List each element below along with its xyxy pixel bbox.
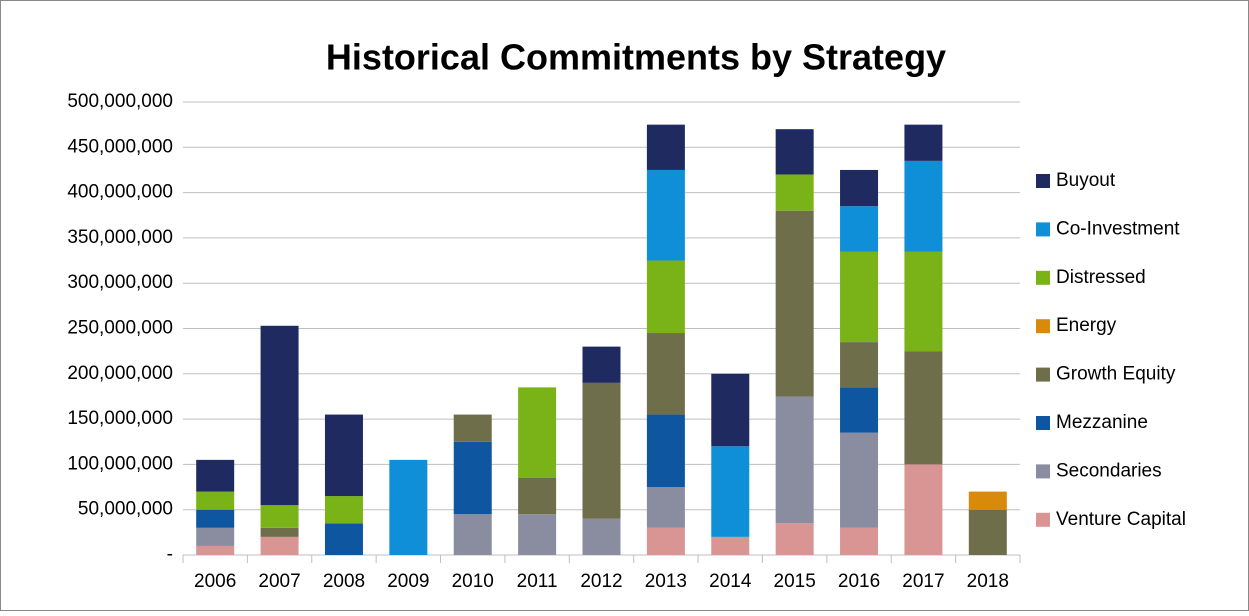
x-tick-label: 2010 [452,571,494,592]
legend-swatch [1036,270,1050,285]
bar-segment [646,487,685,528]
y-tick-label: - [167,544,173,565]
y-tick-label: 350,000,000 [67,227,173,248]
bar-segment [968,509,1007,555]
y-tick-label: 100,000,000 [67,453,173,474]
legend-label: Distressed [1056,267,1146,288]
bar-segment [968,491,1007,510]
bar-segment [518,387,557,478]
bar-segment [840,432,879,528]
x-tick-label: 2013 [645,571,687,592]
x-tick-label: 2014 [709,571,752,592]
bar-segment [518,477,557,515]
bar-segment [260,536,299,555]
bar-segment [840,387,879,433]
bar-segment [904,351,943,465]
bar-segment [260,527,299,537]
legend-label: Growth Equity [1056,364,1176,385]
x-tick-label: 2008 [323,571,365,592]
bar-segment [324,414,363,497]
bar-segment [840,206,879,252]
legend-label: Mezzanine [1056,412,1148,433]
bar-segment [389,459,428,555]
y-tick-label: 400,000,000 [67,182,173,203]
legend-swatch [1036,416,1050,430]
bar-segment [453,414,492,442]
y-tick-label: 450,000,000 [67,136,173,157]
y-tick-label: 500,000,000 [67,91,173,112]
bar-segment [840,169,879,207]
bar-segment [904,160,943,252]
bar-segment [646,333,685,415]
x-tick-label: 2018 [967,571,1009,592]
x-tick-label: 2017 [902,571,944,592]
legend-label: Energy [1056,315,1117,336]
bar-segment [775,523,814,555]
bar-segment [324,523,363,555]
bar-segment [260,505,299,528]
bar-segment [260,325,299,506]
bar-segment [775,174,814,211]
bar-segment [711,446,750,537]
bar-segment [646,124,685,170]
x-tick-label: 2016 [838,571,880,592]
bar-segment [904,124,943,161]
bar-segment [196,491,235,510]
legend-swatch [1036,512,1050,527]
legend-label: Venture Capital [1056,509,1186,530]
bar-segment [646,169,685,261]
bar-segment [904,464,943,555]
bar-segment [196,545,235,555]
y-tick-label: 300,000,000 [67,272,173,293]
legend-label: Buyout [1056,170,1116,191]
chart-title: Historical Commitments by Strategy [326,37,946,78]
legend-swatch [1036,319,1050,334]
bar-segment [711,536,750,555]
legend-swatch [1036,174,1050,188]
bar-segment [775,129,814,175]
bar-segment [518,514,557,555]
bar-segment [453,514,492,555]
bar-segment [646,527,685,555]
bar-segment [711,373,750,447]
x-tick-label: 2011 [517,571,558,592]
bar-segment [646,260,685,334]
bar-segment [840,342,879,388]
x-tick-label: 2006 [194,571,236,592]
x-tick-label: 2012 [580,571,622,592]
x-tick-label: 2007 [258,571,300,592]
y-tick-label: 250,000,000 [67,318,173,339]
legend-swatch [1036,222,1050,237]
bar-segment [775,210,814,397]
bar-segment [904,251,943,352]
legend-swatch [1036,464,1050,479]
y-tick-label: 150,000,000 [67,408,173,429]
bar-segment [582,518,621,555]
bar-segment [840,527,879,555]
bar-segment [196,509,235,528]
bar-segment [324,496,363,524]
bar-segment [453,441,492,515]
bar-segment [582,382,621,519]
legend-label: Co-Investment [1056,218,1180,239]
x-tick-label: 2015 [774,571,816,592]
bar-segment [840,251,879,343]
bar-segment [196,527,235,546]
bar-segment [646,414,685,488]
bar-segment [582,346,621,383]
legend-label: Secondaries [1056,460,1162,481]
legend-swatch [1036,367,1050,382]
y-tick-label: 50,000,000 [78,499,173,520]
x-tick-label: 2009 [387,571,429,592]
bar-segment [775,396,814,524]
bar-segment [196,459,235,492]
y-tick-label: 200,000,000 [67,363,173,384]
